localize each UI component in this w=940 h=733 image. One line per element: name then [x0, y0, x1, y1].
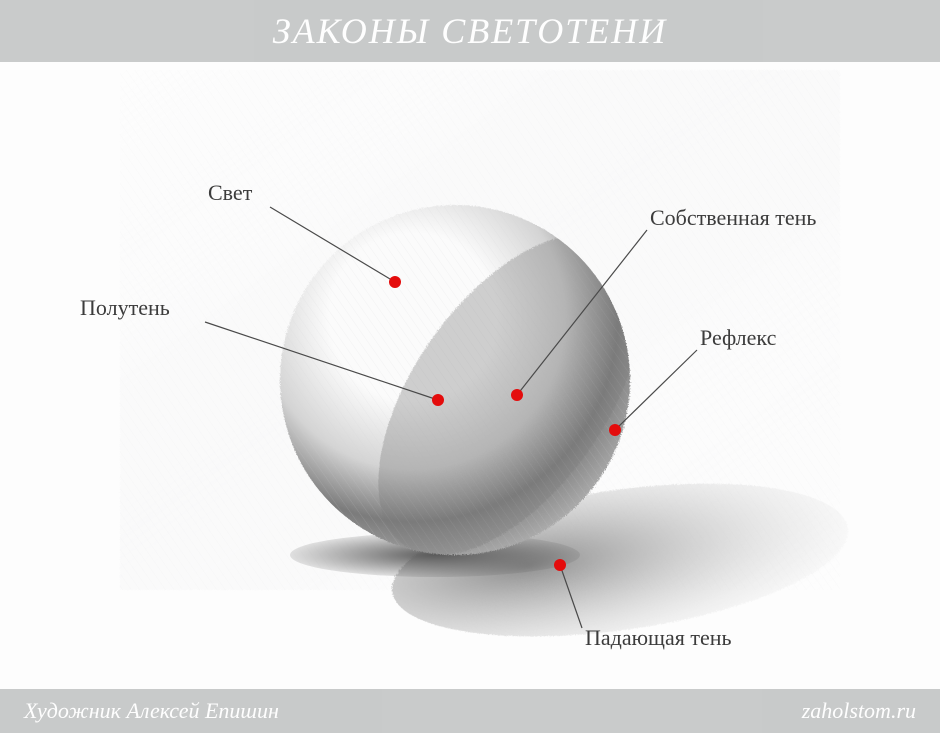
artist-credit: Художник Алексей Епишин — [24, 698, 279, 724]
annotation-dot-padayushchaya-ten — [554, 559, 566, 571]
annotation-label-svet: Свет — [208, 180, 252, 206]
diagram-canvas: ЗАКОНЫ СВЕТОТЕНИ Художник Алексей Епишин… — [0, 0, 940, 733]
annotation-label-padayushchaya-ten: Падающая тень — [585, 625, 732, 651]
footer-bar: Художник Алексей Епишин zaholstom.ru — [0, 689, 940, 733]
site-credit: zaholstom.ru — [802, 698, 916, 724]
annotation-label-sobstvennaya-ten: Собственная тень — [650, 205, 816, 231]
annotation-label-poluten: Полутень — [80, 295, 170, 321]
annotation-dot-refleks — [609, 424, 621, 436]
annotation-dot-sobstvennaya-ten — [511, 389, 523, 401]
annotation-dot-svet — [389, 276, 401, 288]
title-bar: ЗАКОНЫ СВЕТОТЕНИ — [0, 0, 940, 62]
page-title: ЗАКОНЫ СВЕТОТЕНИ — [273, 10, 667, 52]
annotation-dot-poluten — [432, 394, 444, 406]
sphere-drawing — [0, 0, 940, 733]
annotation-label-refleks: Рефлекс — [700, 325, 776, 351]
